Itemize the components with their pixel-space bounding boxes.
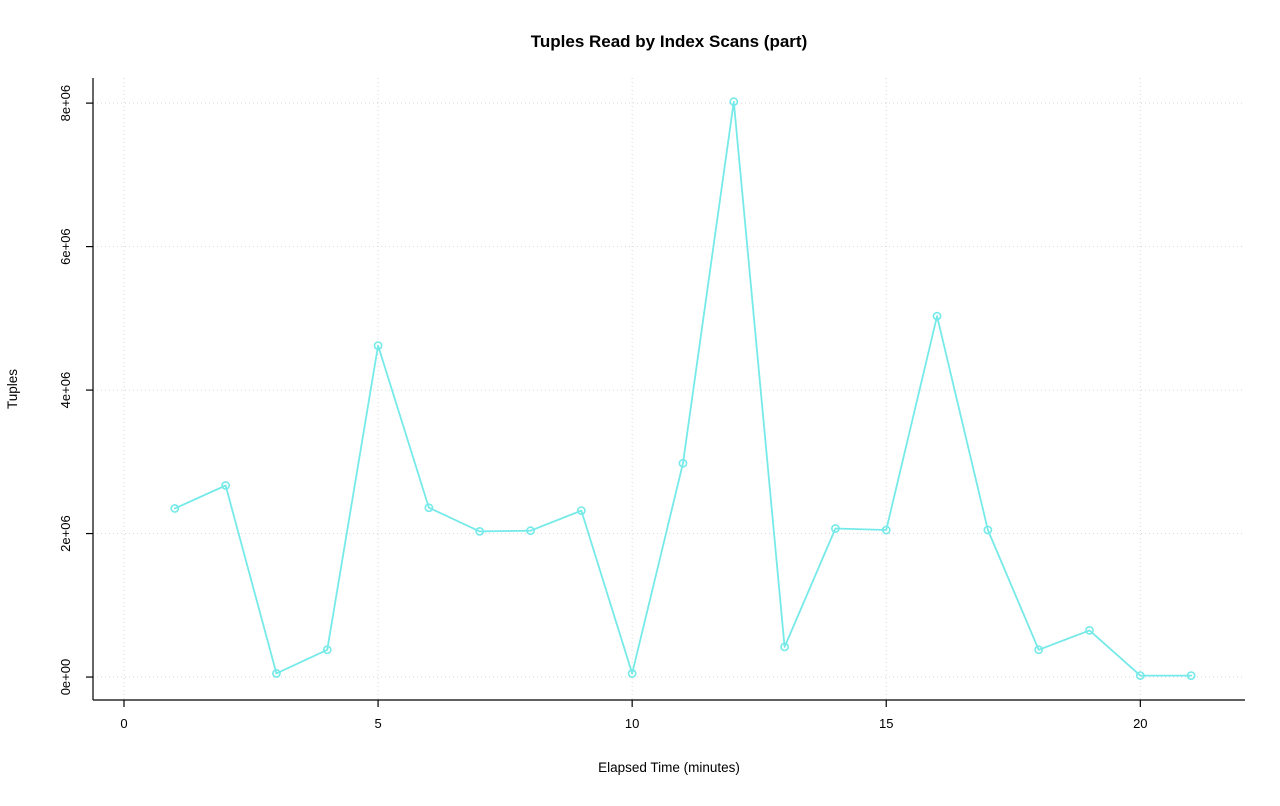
x-tick-label: 5 (374, 716, 381, 731)
y-tick-label: 4e+06 (58, 372, 73, 409)
data-point-marker (1135, 671, 1145, 681)
data-point-marker (831, 524, 840, 533)
data-point-marker (678, 458, 688, 468)
data-point-marker (272, 669, 281, 678)
gridlines (93, 78, 1245, 700)
x-tick-label: 20 (1133, 716, 1147, 731)
x-tick-label: 0 (120, 716, 127, 731)
data-point-marker (576, 506, 586, 516)
y-tick-label: 0e+00 (58, 659, 73, 696)
axes: 0 5 10 15 20 0e+00 2e+06 4e+06 6e+06 8e+06 (58, 78, 1245, 731)
y-axis-label: Tuples (5, 369, 20, 409)
data-point-marker (424, 503, 434, 513)
data-point-marker (322, 645, 332, 655)
y-tick-label: 8e+06 (58, 85, 73, 122)
chart-title: Tuples Read by Index Scans (part) (531, 32, 807, 51)
x-tick-label: 15 (879, 716, 893, 731)
data-point-marker (1186, 671, 1196, 681)
data-point-marker (627, 669, 637, 678)
data-point-marker (983, 525, 993, 535)
data-point-marker (1085, 626, 1094, 635)
x-tick-label: 10 (625, 716, 639, 731)
x-axis-label: Elapsed Time (minutes) (598, 760, 740, 775)
data-point-marker (729, 97, 739, 107)
data-point-marker (170, 504, 180, 513)
data-point-marker (932, 311, 942, 321)
data-point-marker (780, 642, 790, 652)
data-point-marker (881, 525, 891, 535)
data-point-marker (221, 481, 231, 490)
y-tick-label: 6e+06 (58, 228, 73, 265)
data-point-marker (526, 526, 535, 536)
series-line (173, 100, 1193, 677)
data-point-marker (475, 527, 485, 536)
data-point-marker (1034, 645, 1044, 655)
data-point-marker (373, 341, 383, 350)
data-series (170, 97, 1196, 681)
y-tick-label: 2e+06 (58, 515, 73, 552)
